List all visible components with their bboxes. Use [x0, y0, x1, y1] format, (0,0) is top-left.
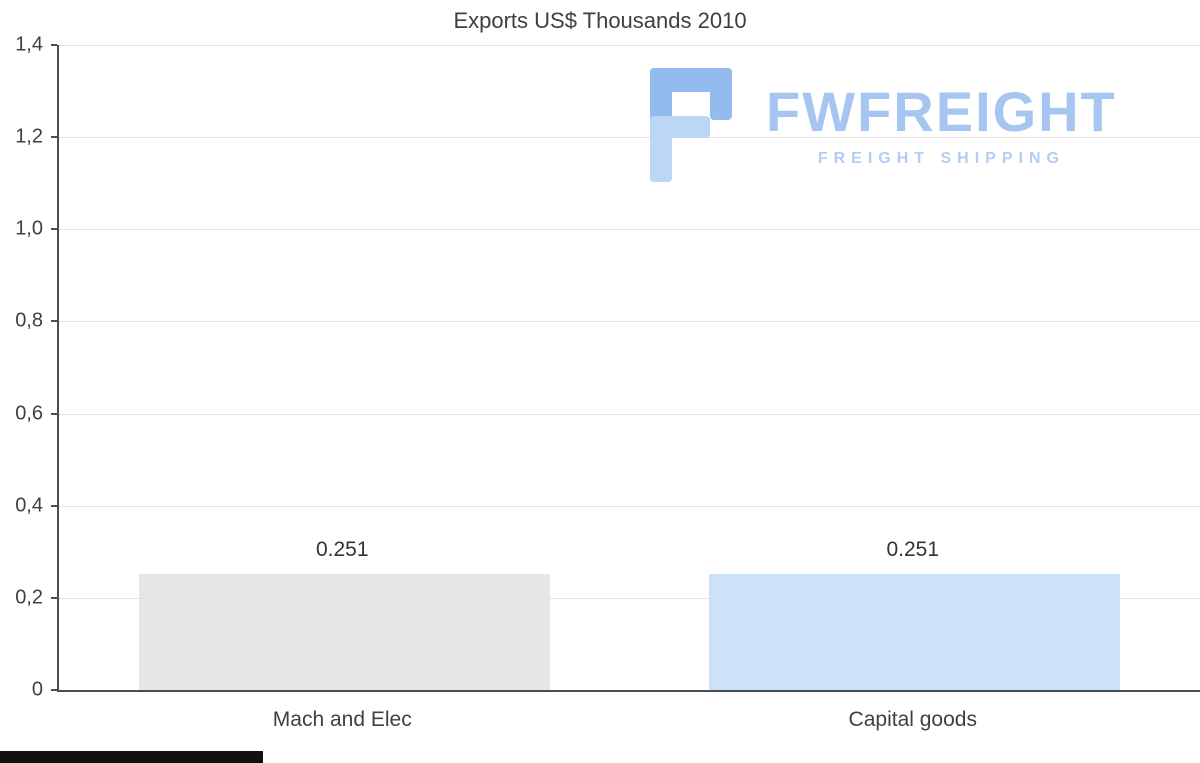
bottom-progress-strip: [0, 751, 263, 763]
y-tick-label: 0,2: [15, 586, 43, 609]
y-tick-mark: [51, 44, 57, 46]
gridline: [59, 229, 1200, 231]
y-tick-mark: [51, 228, 57, 231]
y-tick-mark: [51, 504, 57, 507]
watermark-brand-text: FWFREIGHT: [766, 80, 1117, 143]
y-tick-label: 1,2: [15, 125, 43, 148]
y-tick-mark: [51, 412, 57, 415]
chart-title: Exports US$ Thousands 2010: [453, 8, 747, 33]
y-tick-label: 0,4: [15, 494, 43, 517]
gridline: [59, 137, 1200, 139]
gridline: [59, 505, 1200, 507]
y-tick-mark: [51, 136, 57, 139]
y-tick-label: 0,8: [15, 309, 43, 332]
y-tick-label: 1,4: [15, 33, 43, 56]
x-axis-label: Capital goods: [848, 708, 977, 731]
fwfreight-logo-icon: [650, 68, 732, 182]
gridline: [59, 321, 1200, 323]
watermark-text-block: FWFREIGHT FREIGHT SHIPPING: [766, 66, 1117, 168]
watermark-tagline-text: FREIGHT SHIPPING: [817, 150, 1065, 167]
y-tick-mark: [51, 320, 57, 323]
bar-mach-and-elec: [139, 574, 550, 690]
x-axis-label: Mach and Elec: [272, 708, 412, 731]
gridline: [59, 413, 1200, 415]
y-tick-label: 0,6: [15, 402, 43, 425]
gridline: [59, 597, 1200, 599]
bar-capital-goods: [709, 574, 1120, 690]
plot-area: [51, 44, 1200, 692]
y-tick-label: 1,0: [15, 217, 43, 240]
bar-value-label: 0.251: [315, 538, 369, 562]
y-tick-label: 0: [31, 678, 43, 701]
y-tick-mark: [51, 689, 57, 691]
watermark-logo: FWFREIGHT FREIGHT SHIPPING: [648, 66, 1117, 184]
bar-value-label: 0.251: [886, 538, 940, 562]
gridline: [59, 45, 1200, 46]
y-tick-mark: [51, 596, 57, 599]
